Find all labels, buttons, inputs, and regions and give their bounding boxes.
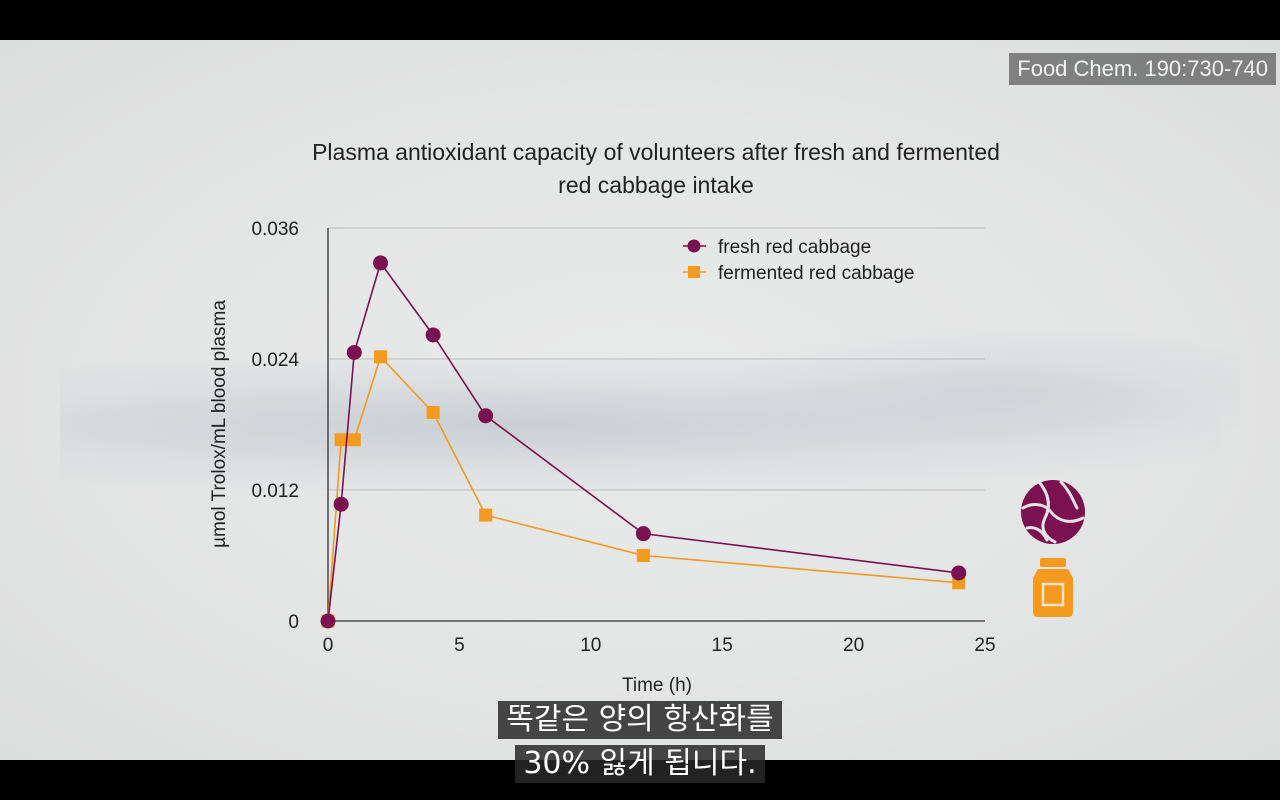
data-point-fermented	[636, 549, 650, 562]
cabbage-vein	[1021, 503, 1085, 523]
data-point-fermented	[374, 350, 388, 364]
cabbage-vein	[1037, 480, 1057, 544]
data-point-fresh	[478, 408, 494, 424]
legend-label: fresh red cabbage	[718, 237, 871, 258]
data-point-fresh	[635, 526, 651, 542]
series-line-fermented	[327, 355, 959, 622]
x-tick-label: 15	[712, 635, 733, 656]
y-tick-label: 0	[288, 612, 299, 633]
jar-icon	[1033, 558, 1073, 617]
data-point-fresh	[373, 255, 389, 271]
data-point-fresh	[320, 613, 336, 629]
x-axis-label: Time (h)	[622, 675, 692, 696]
cabbage-body	[1021, 480, 1085, 544]
legend-label: fermented red cabbage	[718, 263, 914, 284]
legend-marker-fresh	[687, 239, 701, 253]
data-point-fermented	[479, 508, 493, 522]
y-axis-label: µmol Trolox/mL blood plasma	[209, 300, 230, 548]
data-point-fresh	[346, 344, 362, 360]
data-point-fermented	[334, 433, 348, 447]
series-line-fresh	[327, 261, 959, 622]
jar-label	[1041, 582, 1065, 607]
x-tick-label: 10	[580, 635, 601, 656]
citation-label: Food Chem. 190:730-740	[1009, 53, 1276, 85]
cabbage-vein	[1025, 526, 1049, 542]
letterbox-top	[0, 0, 1280, 40]
background-blur-right	[720, 330, 1240, 450]
jar-lid	[1040, 558, 1066, 567]
data-point-fresh	[425, 327, 441, 343]
background-blur	[60, 360, 1220, 490]
data-point-fermented	[426, 405, 440, 419]
video-frame	[0, 40, 1280, 760]
x-tick-label: 5	[454, 635, 465, 656]
data-point-fresh	[333, 496, 349, 512]
chart-title: Plasma antioxidant capacity of volunteer…	[312, 139, 1000, 198]
data-point-fresh	[951, 565, 967, 581]
x-tick-label: 20	[843, 635, 864, 656]
y-tick-label: 0.024	[251, 350, 299, 371]
legend-marker-fermented	[688, 266, 700, 278]
y-tick-label: 0.036	[251, 219, 299, 240]
letterbox-bottom	[0, 760, 1280, 800]
data-point-fermented	[347, 433, 361, 447]
cabbage-vein	[1059, 480, 1079, 510]
jar-body	[1033, 569, 1073, 617]
x-tick-label: 25	[974, 635, 995, 656]
red-cabbage-icon	[1021, 480, 1085, 544]
x-tick-label: 0	[323, 635, 334, 656]
y-tick-label: 0.012	[251, 481, 299, 502]
